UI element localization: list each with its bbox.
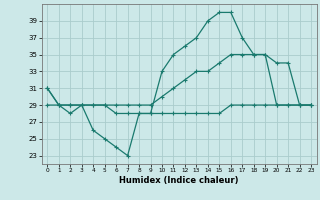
X-axis label: Humidex (Indice chaleur): Humidex (Indice chaleur) [119,176,239,185]
